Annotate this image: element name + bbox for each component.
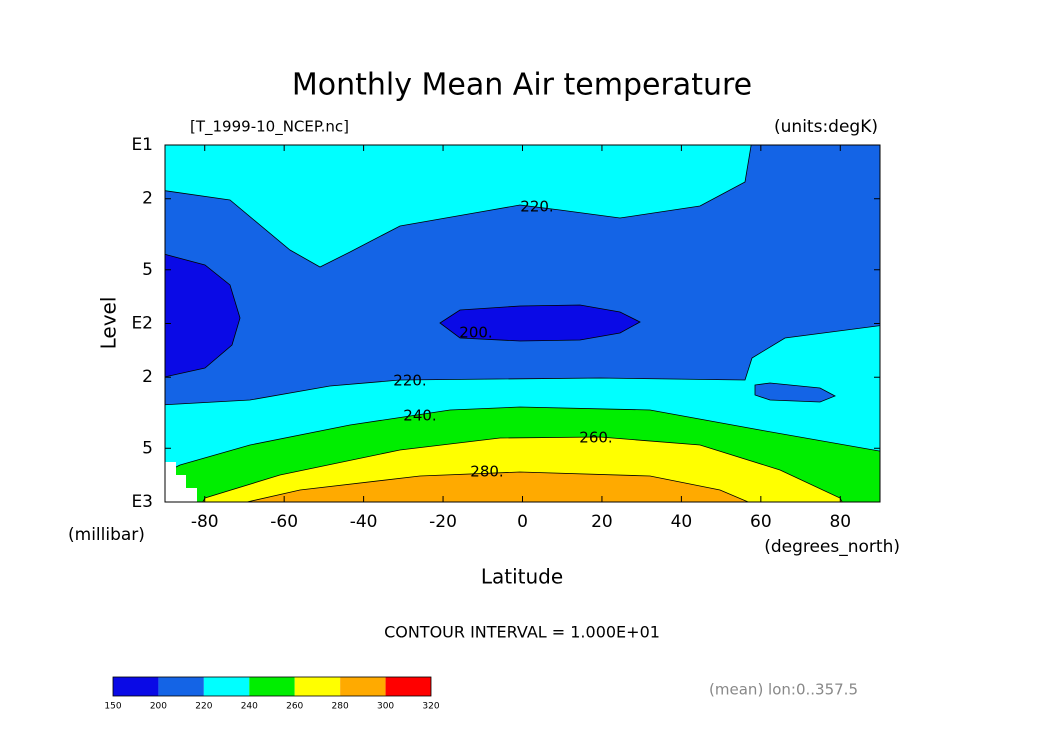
file-label: [T_1999-10_NCEP.nc] [190, 118, 349, 137]
y-tick-label: E3 [131, 492, 153, 512]
colorbar-swatch [249, 677, 295, 696]
mean-note: (mean) lon:0..357.5 [709, 681, 858, 699]
y-tick-label: 2 [142, 189, 153, 209]
x-tick-label: -60 [270, 512, 298, 532]
colorbar-swatch [158, 677, 204, 696]
x-tick-label: -80 [191, 512, 219, 532]
x-tick-label: 20 [591, 512, 613, 532]
contour-band [165, 145, 752, 268]
colorbar-label: 300 [377, 702, 394, 712]
contour-label: 280. [470, 463, 503, 481]
x-axis-label: Latitude [481, 565, 563, 589]
colorbar-label: 150 [104, 702, 121, 712]
contour-label: 200. [459, 324, 492, 342]
x-tick-label: 60 [750, 512, 772, 532]
plot-area [165, 145, 880, 502]
colorbar-label: 240 [241, 702, 258, 712]
contour-band [245, 471, 750, 502]
x-tick-label: -20 [429, 512, 457, 532]
x-units: (degrees_north) [764, 537, 900, 557]
colorbar-swatch [385, 677, 431, 696]
colorbar-label: 280 [332, 702, 349, 712]
missing-data [165, 462, 197, 502]
colorbar-label: 200 [150, 702, 167, 712]
chart-title: Monthly Mean Air temperature [292, 68, 752, 103]
colorbar-label: 220 [195, 702, 212, 712]
y-tick-label: 2 [142, 367, 153, 387]
y-tick-label: E2 [131, 314, 153, 334]
colorbar-swatch [340, 677, 386, 696]
y-tick-label: 5 [142, 438, 153, 458]
contour-label: 220. [520, 198, 553, 216]
contour-label: 220. [393, 372, 426, 390]
x-tick-label: -40 [350, 512, 378, 532]
y-axis-label: Level [97, 297, 121, 350]
colorbar-swatch [203, 677, 250, 696]
y-tick-label: 5 [142, 260, 153, 280]
contour-band [165, 253, 241, 378]
x-tick-label: 0 [517, 512, 528, 532]
contour-band [439, 304, 641, 342]
contour-band [754, 382, 836, 403]
colorbar-label: 320 [422, 702, 439, 712]
y-tick-label: E1 [131, 135, 153, 155]
colorbar-label: 260 [286, 702, 303, 712]
x-tick-label: 40 [671, 512, 693, 532]
colorbar-swatch [113, 677, 159, 696]
contour-label: 260. [579, 429, 612, 447]
colorbar-swatch [294, 677, 341, 696]
contour-label: 240. [403, 407, 436, 425]
contour-note: CONTOUR INTERVAL = 1.000E+01 [384, 623, 660, 642]
y-units: (millibar) [68, 525, 145, 545]
units-label: (units:degK) [774, 117, 878, 137]
x-tick-label: 80 [829, 512, 851, 532]
colorbar-frame [112, 676, 432, 697]
